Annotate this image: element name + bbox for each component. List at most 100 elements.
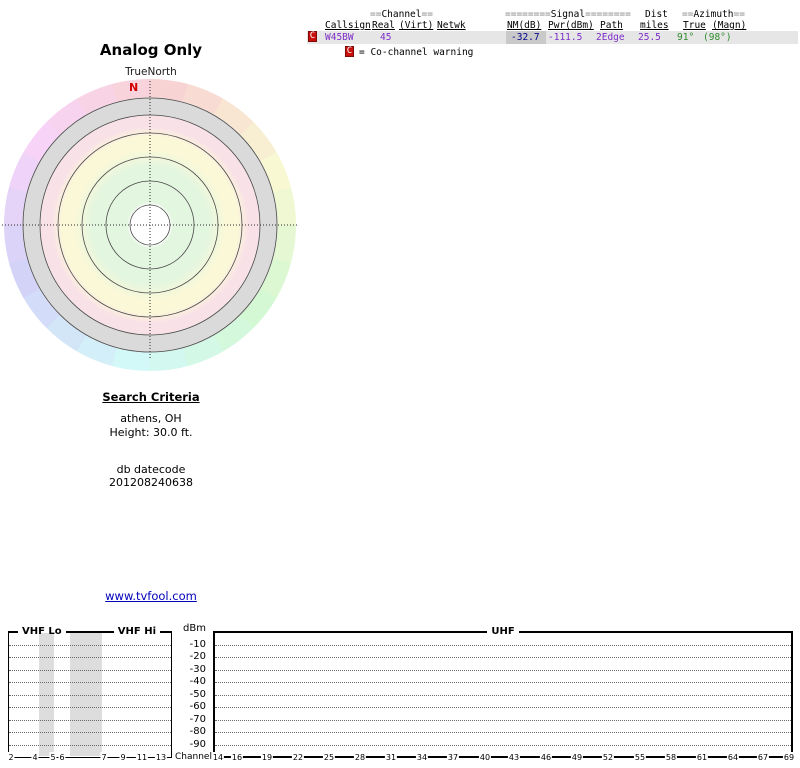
dbm-gridline xyxy=(215,707,791,708)
channel-tick-label: 2 xyxy=(7,752,15,763)
channel-tick-label: 58 xyxy=(664,752,678,763)
dbm-gridline xyxy=(9,732,171,733)
col-header-virt: (Virt) xyxy=(399,20,434,31)
channel-group-header: ==Channel== xyxy=(370,9,433,20)
co-channel-warning-badge: C xyxy=(308,31,317,42)
dbm-tick-label: -10 xyxy=(189,638,206,650)
station-path: 2Edge xyxy=(596,32,625,43)
col-header-netwk: Netwk xyxy=(437,20,466,31)
dbm-axis-title: dBm xyxy=(183,623,206,634)
channel-tick-label: 6 xyxy=(58,752,66,763)
channel-tick-label: 34 xyxy=(415,752,429,763)
station-real-channel: 45 xyxy=(380,32,392,43)
station-pwr-dbm: -111.5 xyxy=(548,32,583,43)
channel-tick-label: 9 xyxy=(119,752,127,763)
channel-tick-label: 64 xyxy=(726,752,740,763)
dbm-tick-label: -50 xyxy=(189,688,206,700)
col-header-real: Real xyxy=(372,20,395,31)
col-header-true: True xyxy=(683,20,706,31)
channel-tick-label: 25 xyxy=(322,752,336,763)
band-line xyxy=(160,631,172,633)
channel-tick-label: 16 xyxy=(230,752,244,763)
legend-warning-badge: C xyxy=(345,46,354,57)
channel-tick-label: 69 xyxy=(782,752,796,763)
search-criteria-heading: Search Criteria xyxy=(102,390,200,404)
dbm-gridline xyxy=(9,694,171,696)
station-azimuth-true: 91° xyxy=(677,32,695,43)
channel-tick-label: 14 xyxy=(211,752,225,763)
channel-tick-label: 55 xyxy=(633,752,647,763)
db-datecode-value: 201208240638 xyxy=(109,476,193,489)
channel-tick-label: 28 xyxy=(353,752,367,763)
dbm-gridline xyxy=(9,657,171,658)
dbm-tick-label: -80 xyxy=(189,726,206,737)
dist-group-header: Dist xyxy=(645,9,668,20)
channel-tick-label: 52 xyxy=(601,752,615,763)
band-line xyxy=(65,631,114,633)
channel-tick-label: 13 xyxy=(154,752,168,763)
radar-grid-svg xyxy=(2,81,298,360)
legend-text: = Co-channel warning xyxy=(359,47,474,58)
dbm-tick-label: -40 xyxy=(189,676,206,687)
dbm-tick-label: -20 xyxy=(189,651,206,662)
channel-tick-label: 49 xyxy=(570,752,584,763)
uhf-band-labels: UHF xyxy=(213,626,794,638)
dbm-gridline xyxy=(9,744,171,746)
dbm-gridline xyxy=(215,694,791,696)
channel-tick-label: 22 xyxy=(291,752,305,763)
dbm-gridline xyxy=(9,669,171,671)
channel-tick-label: 43 xyxy=(507,752,521,763)
dbm-axis-labels: -10 -20 -30 -40 -50 -60 -70 -80 -90 xyxy=(174,632,206,758)
true-north-label: TrueNorth xyxy=(125,66,177,78)
station-nm-db: -32.7 xyxy=(511,32,540,43)
col-header-miles: miles xyxy=(640,20,669,31)
dbm-gridline xyxy=(215,682,791,683)
vhf-hi-label: VHF Hi xyxy=(117,626,156,637)
col-header-path: Path xyxy=(600,20,623,31)
dbm-tick-label: -30 xyxy=(189,663,206,675)
dbm-gridline xyxy=(215,657,791,658)
dbm-gridline xyxy=(9,682,171,683)
dbm-tick-label: -60 xyxy=(189,701,206,712)
dbm-gridline xyxy=(215,644,791,646)
channel-tick-label: 40 xyxy=(478,752,492,763)
channel-tick-label: 67 xyxy=(756,752,770,763)
col-header-nm: NM(dB) xyxy=(507,20,542,31)
station-callsign: W45BW xyxy=(325,32,354,43)
dbm-gridline xyxy=(215,669,791,671)
dbm-gridline xyxy=(9,707,171,708)
search-height: Height: 30.0 ft. xyxy=(109,426,193,439)
uhf-chart-panel xyxy=(213,632,793,758)
channel-tick-label: 7 xyxy=(100,752,108,763)
vhf-lo-label: VHF Lo xyxy=(22,626,62,637)
vhf-chart-panel xyxy=(8,632,172,758)
search-location: athens, OH xyxy=(120,412,182,425)
station-miles: 25.5 xyxy=(638,32,661,43)
channel-tick-label: 61 xyxy=(695,752,709,763)
db-datecode-label: db datecode xyxy=(116,463,186,476)
channel-tick-label: 19 xyxy=(260,752,274,763)
col-header-magn: (Magn) xyxy=(712,20,747,31)
compass-north-marker: N xyxy=(129,81,139,94)
band-line xyxy=(213,631,488,633)
band-line xyxy=(8,631,18,633)
band-line xyxy=(518,631,794,633)
station-row-background xyxy=(307,31,798,44)
nm-cell-highlight xyxy=(506,31,546,44)
channel-tick-label: 46 xyxy=(539,752,553,763)
radar-title: Analog Only xyxy=(99,41,203,59)
signal-group-header: ========Signal======== xyxy=(505,9,631,20)
vhf-band-labels: VHF Lo VHF Hi xyxy=(8,626,172,638)
col-header-pwr: Pwr(dBm) xyxy=(548,20,594,31)
dbm-gridline xyxy=(9,644,171,646)
channel-tick-label: 11 xyxy=(135,752,149,763)
dbm-gridline xyxy=(9,719,171,721)
channel-tick-label: 5 xyxy=(49,752,57,763)
tvfool-link[interactable]: www.tvfool.com xyxy=(105,589,197,603)
col-header-callsign: Callsign xyxy=(325,20,371,31)
channel-tick-label: 31 xyxy=(384,752,398,763)
azimuth-group-header: ==Azimuth== xyxy=(682,9,745,20)
dbm-gridline xyxy=(215,719,791,721)
channel-axis-title: Channel xyxy=(175,752,212,762)
